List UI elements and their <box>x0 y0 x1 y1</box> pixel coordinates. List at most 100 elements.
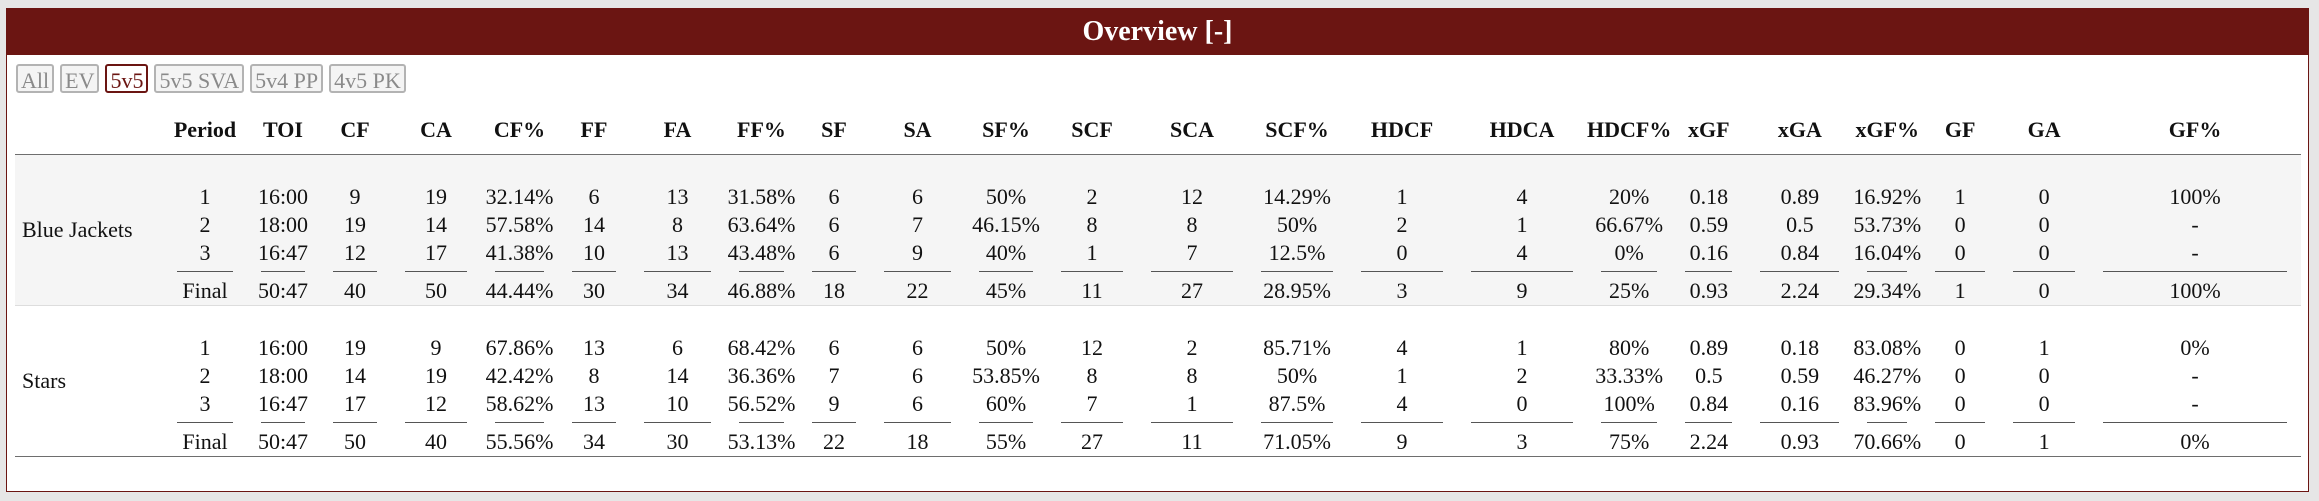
final-stat-cell: 28.95% <box>1247 277 1347 306</box>
stat-cell: 0.59 <box>1689 212 1729 237</box>
subtotal-rule <box>247 418 319 428</box>
final-stat-cell: 0.93 <box>1746 428 1854 457</box>
stat-cell: 12 <box>425 391 447 416</box>
stat-cell: 16.92% <box>1853 184 1922 209</box>
filter-button-5v5-sva[interactable]: 5v5 SVA <box>154 64 245 93</box>
stat-cell: 1 <box>1396 184 1408 209</box>
final-stat-cell: 0% <box>2089 428 2301 457</box>
subtotal-rule <box>1587 418 1671 428</box>
stat-cell: 4 <box>1516 240 1528 265</box>
stat-cell: 7 <box>912 212 923 237</box>
stat-cell: 14 <box>425 212 447 237</box>
subtotal-rule <box>1047 418 1137 428</box>
subtotal-rule <box>163 418 247 428</box>
column-header-hdca: HDCA <box>1457 106 1587 155</box>
team-name: Stars <box>22 368 66 393</box>
final-stat-cell: 29.34% <box>1853 277 1922 306</box>
stat-cell: 13 <box>666 240 689 265</box>
stat-cell: 0.16 <box>1780 391 1820 416</box>
stat-cell: 0% <box>2180 335 2210 360</box>
column-header-sf-pct: SF% <box>965 106 1047 155</box>
subtotal-rule <box>1457 267 1587 277</box>
overview-panel: Overview [-] All EV 5v5 5v5 SVA 5v4 PP 4v5 PK <box>6 8 2309 492</box>
column-header-ca: CA <box>391 106 481 155</box>
overview-stats-table: Period TOI CF CA CF% FF FA FF% SF SA SF% SCF SCA SCF%… <box>15 106 2301 457</box>
stat-cell: 18:00 <box>257 363 309 388</box>
stat-cell: 16:47 <box>257 240 309 265</box>
filter-button-5v5[interactable]: 5v5 <box>105 64 149 93</box>
stat-cell: 100% <box>1603 391 1655 416</box>
subtotal-rule <box>1247 418 1347 428</box>
column-header-cf-pct: CF% <box>481 106 558 155</box>
stat-cell: 87.5% <box>1268 391 1326 416</box>
overview-header[interactable]: Overview [-] <box>7 9 2308 55</box>
column-header-toi: TOI <box>247 106 319 155</box>
stat-cell: 2 <box>199 363 211 388</box>
subtotal-rule <box>1746 418 1853 428</box>
stat-cell: 53.73% <box>1853 212 1922 237</box>
final-stat-cell: 50:47 <box>247 277 319 306</box>
stat-cell: 0 <box>1516 391 1528 416</box>
final-stat-cell: 2.24 <box>1671 428 1747 457</box>
stat-cell: 8 <box>1086 363 1098 388</box>
stat-cell: 50% <box>1276 363 1318 388</box>
stat-cell: 0 <box>2038 363 2050 388</box>
filter-button-all[interactable]: All <box>16 64 55 93</box>
final-stat-cell: 100% <box>2089 277 2301 306</box>
stat-cell: 0.89 <box>1780 184 1820 209</box>
column-header-xgf-pct: xGF% <box>1853 106 1922 155</box>
final-stat-cell: 50 <box>319 428 391 457</box>
stat-cell: 10 <box>583 240 605 265</box>
stat-cell: 2 <box>1396 212 1408 237</box>
column-header-gf-pct: GF% <box>2089 106 2301 155</box>
stat-cell: 0% <box>1614 240 1644 265</box>
stat-cell: 67.86% <box>485 335 554 360</box>
stat-cell: 14 <box>666 363 689 388</box>
filter-button-ev[interactable]: EV <box>60 64 100 93</box>
final-stat-cell: 9 <box>1347 428 1457 457</box>
final-stat-cell: 44.44% <box>481 277 558 306</box>
final-stat-cell: 75% <box>1587 428 1672 457</box>
stat-cell: 4 <box>1516 184 1528 209</box>
collapse-toggle[interactable]: [-] <box>1204 16 1233 47</box>
subtotal-rule <box>1853 418 1921 428</box>
subtotal-rule <box>1047 267 1137 277</box>
final-stat-cell: 3 <box>1457 428 1587 457</box>
subtotal-rule <box>391 418 481 428</box>
overview-title: Overview <box>1082 16 1198 47</box>
stat-cell: 12 <box>1181 184 1203 209</box>
stat-cell: 1 <box>2038 335 2050 360</box>
stat-cell: 53.85% <box>972 363 1040 388</box>
final-stat-cell: 25% <box>1587 277 1672 306</box>
final-stat-cell: 18 <box>798 277 870 306</box>
column-header-sca: SCA <box>1137 106 1247 155</box>
subtotal-rule <box>798 418 870 428</box>
filter-button-5v4-pp[interactable]: 5v4 PP <box>250 64 324 93</box>
final-stat-cell: 30 <box>630 428 725 457</box>
stat-cell: 46.27% <box>1853 363 1922 388</box>
subtotal-rule <box>630 418 725 428</box>
stat-cell: 80% <box>1609 335 1650 360</box>
stat-cell: 50% <box>985 335 1027 360</box>
stat-cell: 14.29% <box>1263 184 1331 209</box>
stat-cell: 4 <box>1396 335 1408 360</box>
subtotal-rule <box>558 267 630 277</box>
team-column-header <box>15 106 163 155</box>
team-block: Blue Jackets 1 16:00 9 19 32.14% 6 13 31.58% 6 6 50… <box>15 154 2301 306</box>
final-stat-cell: 40 <box>391 428 481 457</box>
stat-cell: 7 <box>828 363 840 388</box>
stat-cell: 19 <box>344 335 366 360</box>
stat-cell: - <box>2191 240 2199 265</box>
subtotal-rule <box>1921 418 1999 428</box>
stat-cell: 41.38% <box>485 240 554 265</box>
stat-cell: 1 <box>199 335 211 360</box>
stat-cell: 8 <box>588 363 600 388</box>
final-stat-cell: 50 <box>391 277 481 306</box>
stat-cell: 2 <box>1516 363 1528 388</box>
subtotal-rule <box>965 418 1047 428</box>
stat-cell: 1 <box>1516 212 1528 237</box>
final-stat-cell: 50:47 <box>247 428 319 457</box>
stat-cell: 32.14% <box>485 184 554 209</box>
filter-button-4v5-pk[interactable]: 4v5 PK <box>329 64 406 93</box>
stat-cell: 0 <box>1954 335 1966 360</box>
